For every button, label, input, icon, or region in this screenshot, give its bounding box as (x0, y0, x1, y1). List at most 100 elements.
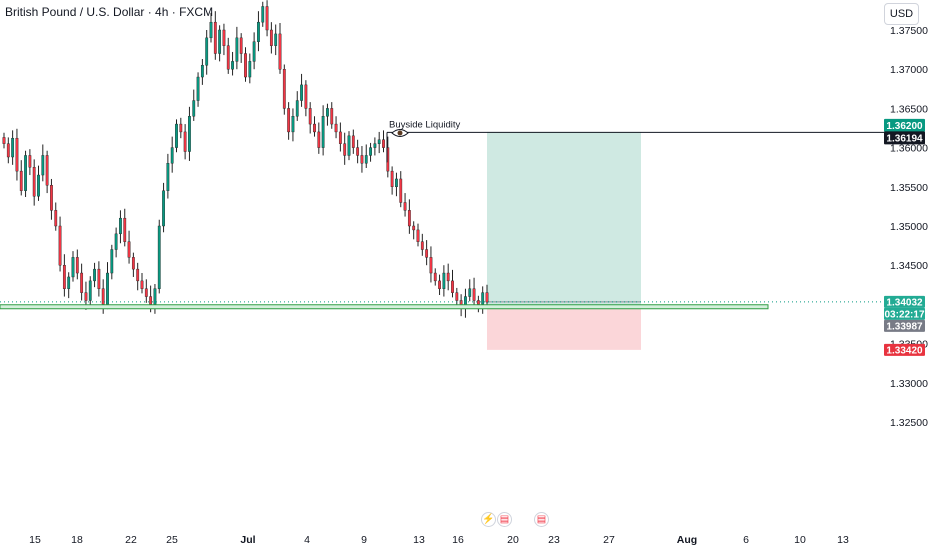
bar-countdown-badge: 03:22:17 (884, 307, 925, 320)
candle-body (338, 131, 342, 144)
candle-body (261, 6, 265, 23)
event-us-flag-icon[interactable]: ▤ (534, 512, 549, 527)
candle-body (278, 33, 282, 70)
candle-body (317, 131, 321, 148)
candle-body (196, 76, 200, 101)
candle-body (2, 137, 6, 144)
currency-button[interactable]: USD (884, 3, 919, 25)
candle-body (343, 143, 347, 156)
target-price-badge-value: 1.36200 (886, 121, 923, 132)
time-tick-label: Aug (677, 534, 697, 546)
current-price-badge: 1.34032 (884, 295, 925, 308)
candle-body (425, 249, 429, 258)
candle-body (369, 147, 372, 156)
candle-body (136, 268, 140, 282)
candle-body (269, 29, 273, 46)
candle-body (252, 41, 256, 62)
candle-body (356, 147, 360, 156)
candle-body (175, 123, 178, 148)
candle-body (472, 288, 476, 301)
price-tick-label: 1.33000 (890, 378, 928, 390)
candle-body (58, 225, 62, 266)
candle-body (131, 257, 135, 270)
candle-body (265, 6, 269, 31)
candle-body (222, 29, 226, 46)
price-axis[interactable]: 1.37500 1.37000 1.36500 1.36000 1.35500 1.350… (890, 25, 928, 429)
time-tick-label: 6 (743, 534, 749, 546)
candle-body (188, 116, 191, 152)
candle-body (330, 108, 334, 125)
event-us-flag-icon[interactable]: ▤ (497, 512, 512, 527)
long-position-loss-zone[interactable] (487, 305, 641, 350)
candle-body (326, 108, 329, 117)
candle-body (313, 123, 316, 133)
candle-body (274, 33, 278, 46)
candle-body (149, 296, 153, 305)
candle-body (93, 268, 96, 282)
time-tick-label: 20 (507, 534, 519, 546)
entry-price-badge: 1.33987 (884, 319, 925, 332)
candle-body (407, 210, 411, 227)
candle-body (110, 249, 114, 274)
time-axis[interactable]: 15 18 22 25 Jul 4 9 13 16 20 23 27 Aug 6 10 13 (29, 534, 849, 546)
candle-body (468, 288, 472, 297)
buyside-liquidity-label: Buyside Liquidity (389, 119, 461, 130)
candle-body (162, 190, 165, 227)
candle-body (382, 139, 385, 148)
candle-body (481, 292, 485, 305)
candle-body (166, 163, 170, 191)
candle-body (334, 123, 338, 133)
candle-body (295, 100, 299, 117)
candle-body (351, 135, 355, 148)
candle-body (11, 137, 15, 158)
support-zone[interactable] (0, 304, 769, 310)
candle-body (403, 202, 407, 211)
candle-body (257, 21, 260, 42)
candle-body (239, 37, 243, 54)
time-tick-label: 9 (361, 534, 367, 546)
candle-body (420, 241, 424, 250)
long-position-profit-zone[interactable] (487, 131, 641, 306)
candle-body (364, 155, 368, 164)
time-tick-label: 22 (125, 534, 137, 546)
candle-body (429, 257, 433, 274)
candle-body (377, 139, 381, 144)
candle-body (433, 272, 437, 282)
time-tick-label: 4 (304, 534, 310, 546)
time-tick-label: 13 (413, 534, 425, 546)
time-tick-label: 27 (603, 534, 615, 546)
candlestick-series (2, 0, 489, 318)
candle-body (412, 225, 416, 231)
liquidity-price-badge: 1.36194 (884, 131, 925, 144)
time-tick-label: 10 (794, 534, 806, 546)
candle-body (485, 292, 489, 303)
candle-body (119, 217, 122, 235)
candle-body (71, 257, 75, 278)
candle-body (140, 280, 144, 289)
candle-body (62, 265, 66, 289)
candle-body (455, 292, 459, 301)
candle-body (446, 272, 450, 282)
candle-body (213, 21, 217, 54)
price-tick-label: 1.37000 (890, 64, 928, 76)
price-tick-label: 1.36500 (890, 103, 928, 115)
candle-body (144, 288, 148, 297)
candle-body (300, 84, 303, 101)
candle-body (28, 155, 32, 168)
price-tick-label: 1.35500 (890, 182, 928, 194)
time-tick-label: Jul (240, 534, 255, 546)
candle-body (373, 143, 377, 148)
candle-body (438, 280, 441, 289)
candle-body (321, 116, 325, 148)
candle-body (442, 272, 446, 289)
chart-title: British Pound / U.S. Dollar · 4h · FXCM (5, 5, 214, 19)
candle-body (24, 155, 27, 191)
candle-body (287, 108, 291, 133)
candle-body (106, 272, 109, 305)
target-price-badge: 1.36200 (884, 118, 925, 132)
bar-countdown-badge-value: 03:22:17 (884, 309, 924, 320)
candle-body (6, 143, 10, 158)
candle-body (41, 155, 45, 176)
event-lightning-icon[interactable]: ⚡ (481, 512, 496, 527)
